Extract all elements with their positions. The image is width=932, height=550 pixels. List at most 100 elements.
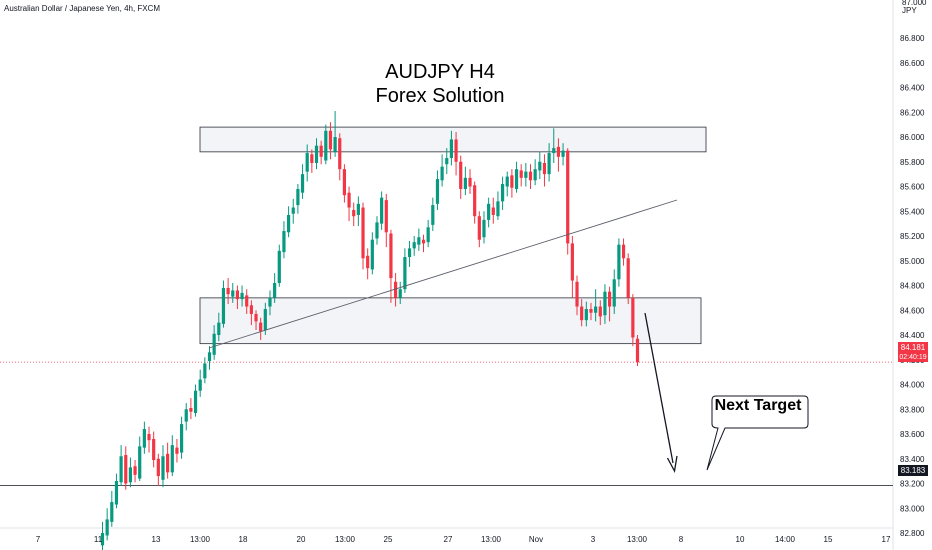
candle-body xyxy=(454,139,458,162)
price-axis-label: 85.000 xyxy=(900,257,925,266)
candle-body xyxy=(510,175,514,188)
price-axis-label: 86.400 xyxy=(900,84,925,93)
candle-body xyxy=(235,290,240,300)
chart-title-line1: AUDJPY H4 xyxy=(385,61,495,83)
candle-body xyxy=(277,250,281,284)
candle-body xyxy=(342,169,347,196)
candle-body xyxy=(338,138,342,170)
candle-body xyxy=(207,352,212,361)
candle-body xyxy=(100,533,105,546)
candle-body xyxy=(468,177,472,187)
candle-body xyxy=(435,179,440,204)
current-price-badge: 84.181 xyxy=(898,342,928,353)
candle-body xyxy=(393,281,398,298)
candle-body xyxy=(412,242,416,249)
candle-body xyxy=(366,255,370,269)
candle-body xyxy=(598,306,602,317)
candle-body xyxy=(580,306,584,321)
price-axis-label: JPY xyxy=(902,6,917,15)
candle-body xyxy=(482,219,486,238)
candle-body xyxy=(389,233,393,279)
candle-body xyxy=(552,148,556,154)
price-axis-label: 87.000 xyxy=(902,0,927,7)
time-axis-label: Nov xyxy=(529,535,543,544)
candle-body xyxy=(133,466,137,475)
time-axis-label: 13 xyxy=(152,535,161,544)
candle-body xyxy=(352,210,356,217)
candle-body xyxy=(263,309,267,331)
candle-body xyxy=(473,185,477,217)
target-price-badge: 83.183 xyxy=(898,465,928,476)
candle-body xyxy=(505,176,509,187)
candle-body xyxy=(259,322,263,332)
candle-body xyxy=(184,409,188,422)
candle-body xyxy=(138,446,142,479)
candle-body xyxy=(594,306,598,313)
candle-body xyxy=(542,162,547,175)
candle-body xyxy=(612,279,616,307)
candle-body xyxy=(431,205,435,225)
candle-body xyxy=(617,244,621,280)
candle-body xyxy=(319,145,323,157)
time-axis-label: 8 xyxy=(679,535,684,544)
candle-body xyxy=(286,214,291,233)
candle-body xyxy=(189,408,193,412)
candle-body xyxy=(296,188,300,206)
candle-body xyxy=(128,467,133,483)
candle-body xyxy=(291,207,295,214)
candle-body xyxy=(240,292,244,300)
chart-title-line2: Forex Solution xyxy=(375,85,505,107)
candle-body xyxy=(491,207,495,215)
candle-body xyxy=(179,424,184,453)
candle-body xyxy=(231,290,235,297)
price-axis-label: 83.400 xyxy=(900,455,925,464)
drawings-layer xyxy=(208,199,809,473)
price-axis-label: 84.000 xyxy=(900,381,925,390)
price-axis-label: 85.600 xyxy=(900,183,925,192)
candle-body xyxy=(105,519,109,536)
candle-body xyxy=(361,207,365,259)
time-axis-label: 7 xyxy=(36,535,41,544)
time-axis-label: 13:00 xyxy=(627,535,648,544)
candle-body xyxy=(328,130,333,150)
candle-body xyxy=(221,287,226,324)
zones-layer xyxy=(0,126,893,487)
candle-body xyxy=(198,379,202,391)
price-axis-label: 85.200 xyxy=(900,232,925,241)
time-axis-label: 10 xyxy=(736,535,745,544)
candle-body xyxy=(305,153,309,172)
candle-body xyxy=(384,200,388,233)
candle-body xyxy=(375,222,379,239)
time-axis-label: 15 xyxy=(824,535,833,544)
candle-body xyxy=(514,169,519,189)
countdown-badge: 02:40:19 xyxy=(898,353,928,362)
candle-body xyxy=(561,150,565,157)
arrow-shaft xyxy=(644,312,674,464)
candle-body xyxy=(119,456,123,483)
price-axis-label: 86.000 xyxy=(900,133,925,142)
candle-body xyxy=(603,291,607,316)
candles-layer xyxy=(100,111,640,550)
candle-body xyxy=(333,137,337,152)
candle-body xyxy=(245,295,249,307)
time-axis-label: 27 xyxy=(444,535,453,544)
candle-body xyxy=(212,333,216,355)
price-axis-label: 83.800 xyxy=(900,405,925,414)
candle-body xyxy=(398,289,402,298)
candle-body xyxy=(403,257,407,290)
candle-body xyxy=(407,248,412,258)
candle-body xyxy=(310,154,314,163)
time-axis-label: 13:00 xyxy=(481,535,502,544)
candle-body xyxy=(556,146,561,157)
candle-body xyxy=(417,237,421,245)
candle-body xyxy=(124,455,128,484)
candle-body xyxy=(314,145,319,163)
callout-label: Next Target xyxy=(714,397,802,414)
instrument-label: Australian Dollar / Japanese Yen, 4h, FX… xyxy=(4,4,161,13)
candle-body xyxy=(161,456,165,480)
candle-body xyxy=(589,309,593,313)
time-axis: 7 11 13 13:00 18 20 13:00 25 27 13:00 Nov 3 13:00 8 10… xyxy=(36,535,891,544)
